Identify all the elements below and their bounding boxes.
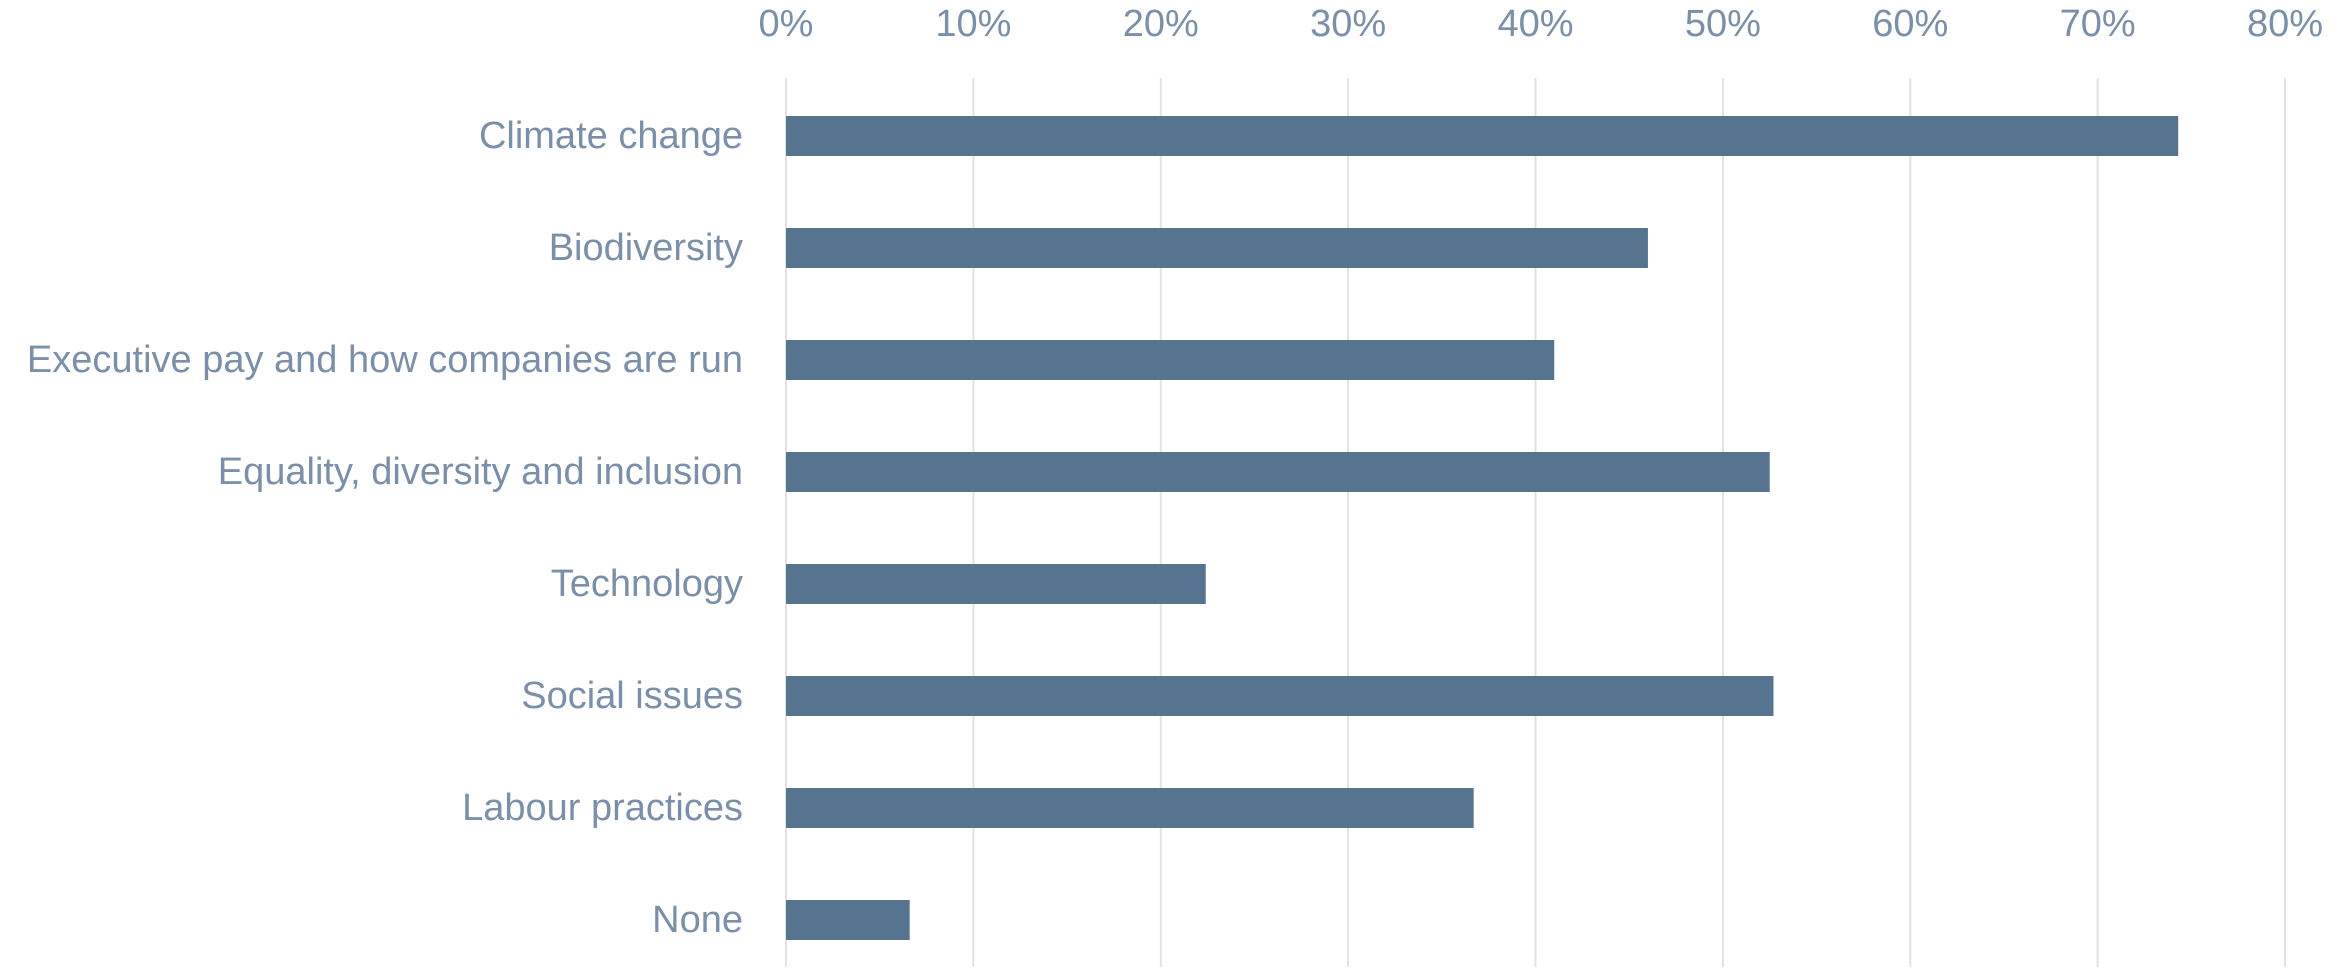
x-tick-label: 20% — [1123, 3, 1199, 45]
bar — [786, 228, 1648, 268]
category-label: Technology — [551, 563, 743, 605]
category-labels: Climate change Biodiversity Executive pay … — [27, 115, 743, 941]
x-tick-label: 80% — [2247, 3, 2323, 45]
x-tick-label: 30% — [1310, 3, 1386, 45]
x-tick-label: 10% — [935, 3, 1011, 45]
x-tick-label: 0% — [759, 3, 814, 45]
category-label: Executive pay and how companies are run — [27, 339, 743, 381]
category-label: Biodiversity — [549, 227, 743, 269]
bar — [786, 900, 910, 940]
bar — [786, 788, 1474, 828]
category-label: None — [652, 899, 743, 941]
bar — [786, 116, 2179, 156]
bar — [786, 564, 1206, 604]
bar — [786, 676, 1774, 716]
bar — [786, 340, 1555, 380]
bars — [786, 116, 2179, 940]
category-label: Labour practices — [462, 787, 743, 829]
x-tick-label: 50% — [1685, 3, 1761, 45]
x-tick-label: 60% — [1872, 3, 1948, 45]
category-label: Climate change — [479, 115, 743, 157]
category-label: Equality, diversity and inclusion — [218, 451, 743, 493]
x-axis-tick-labels: 0% 10% 20% 30% 40% 50% 60% 70% 80% — [759, 3, 2323, 45]
bar — [786, 452, 1770, 492]
x-tick-label: 40% — [1497, 3, 1573, 45]
gridlines — [785, 78, 2286, 967]
x-tick-label: 70% — [2060, 3, 2136, 45]
category-label: Social issues — [521, 675, 743, 717]
